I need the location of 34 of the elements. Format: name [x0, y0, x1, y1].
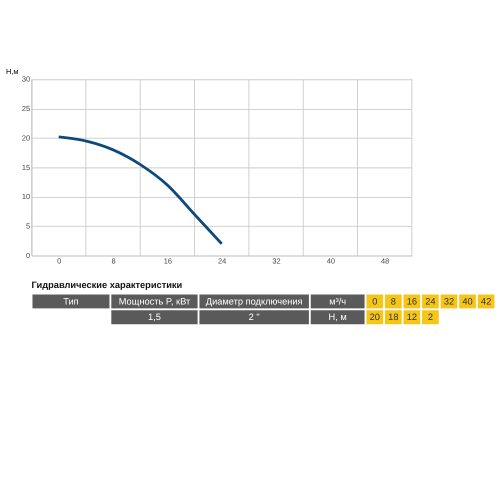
- x-tick-label: 24: [218, 256, 226, 266]
- y-tick-label: 5: [26, 222, 30, 231]
- text: 8: [390, 296, 396, 306]
- text: 12: [406, 312, 418, 322]
- x-tick-label: 32: [272, 256, 281, 266]
- text: 2 ": [248, 312, 260, 322]
- line-series: [57, 135, 224, 246]
- text: м³/ч: [329, 296, 346, 306]
- text: Диаметр подключения: [206, 296, 303, 306]
- y-tick-label: 10: [22, 192, 30, 202]
- text: 20: [370, 312, 380, 322]
- text: 24: [425, 296, 436, 306]
- y-tick-label: 20: [22, 133, 30, 142]
- text: Н, м: [328, 312, 347, 322]
- y-tick-label: 25: [22, 104, 30, 113]
- text: 40: [462, 296, 473, 306]
- text: 42: [480, 296, 492, 306]
- text: Мощность P, кВт: [118, 296, 191, 306]
- x-tick-label: 0: [57, 256, 62, 266]
- y-tick-label: 15: [22, 162, 30, 172]
- x-tick-label: 16: [164, 256, 172, 266]
- text: Гидравлические характеристики: [32, 280, 183, 290]
- x-tick-label: 48: [381, 256, 390, 266]
- text: 32: [444, 296, 454, 306]
- text: 16: [406, 296, 418, 306]
- text: 18: [388, 312, 398, 322]
- x-tick-label: 8: [111, 256, 116, 266]
- y-tick-label: 30: [22, 74, 30, 84]
- x-tick-label: 40: [326, 256, 335, 266]
- text: 2: [428, 312, 434, 322]
- y-axis-title: H,м: [6, 67, 19, 76]
- text: Тип: [63, 296, 79, 306]
- text: 0: [372, 296, 378, 306]
- text: 1,5: [148, 312, 161, 322]
